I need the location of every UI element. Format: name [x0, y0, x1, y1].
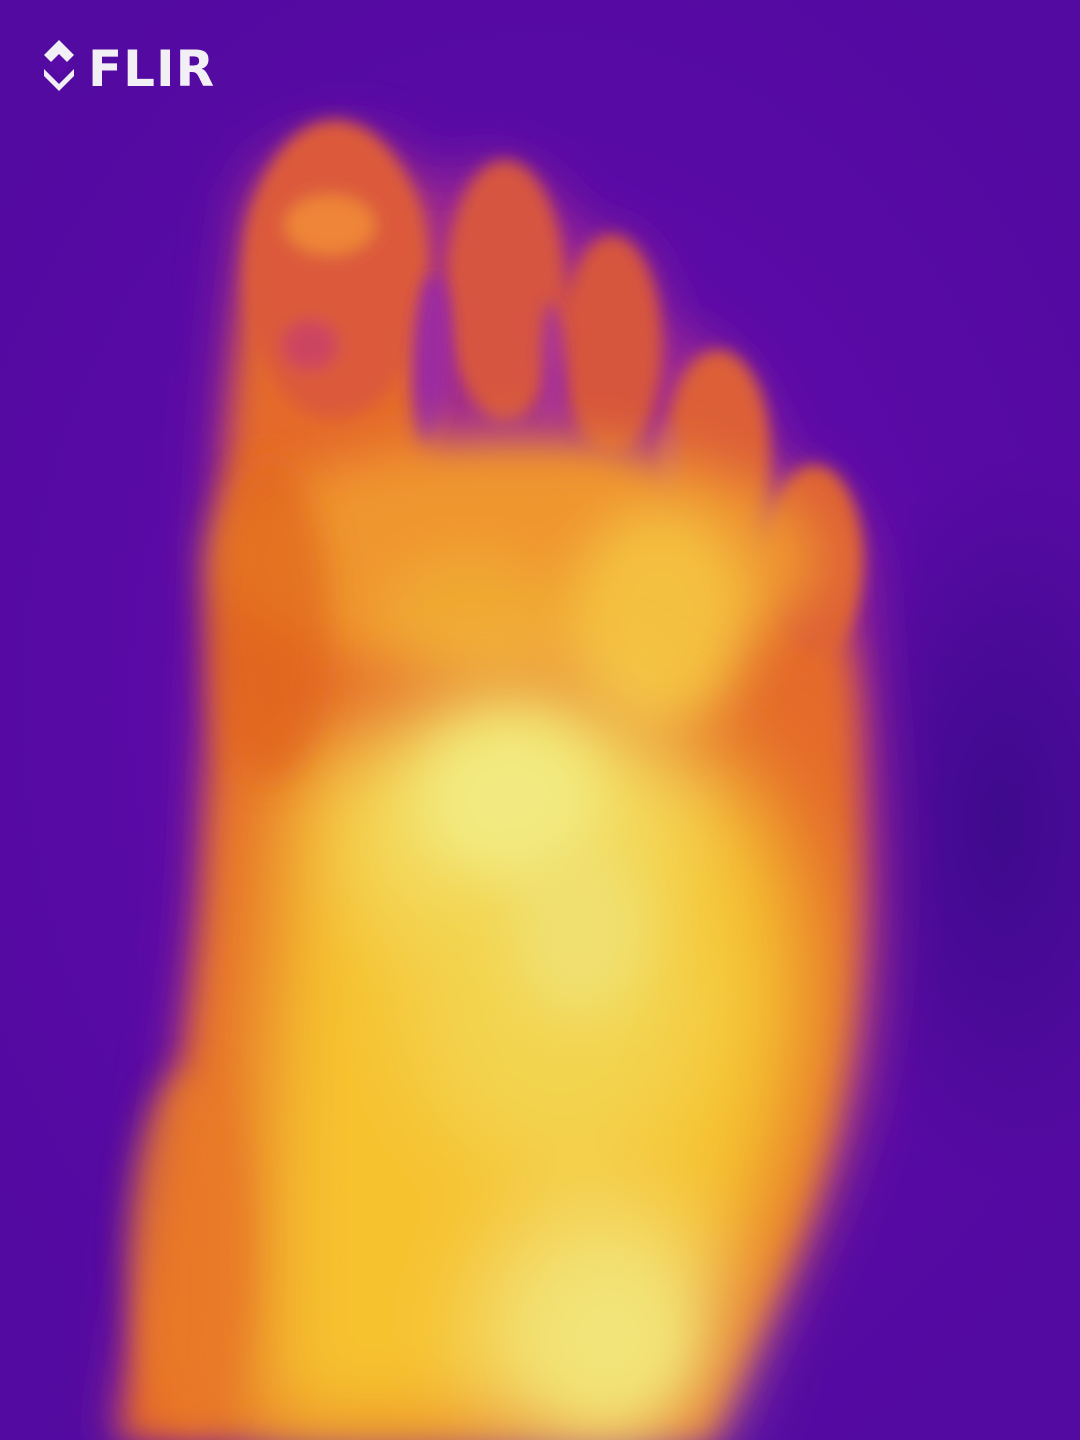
flir-diamond-logo-icon	[44, 40, 74, 91]
third-toe	[562, 235, 662, 455]
foot-hottest-spots	[420, 720, 680, 1410]
forefoot-warm-band	[220, 440, 820, 730]
big-toe	[245, 120, 425, 420]
flir-logo: FLIR	[36, 36, 215, 102]
flir-logo-text: FLIR	[88, 40, 216, 98]
second-toe	[445, 160, 565, 420]
foot-left-rim	[130, 460, 330, 1430]
